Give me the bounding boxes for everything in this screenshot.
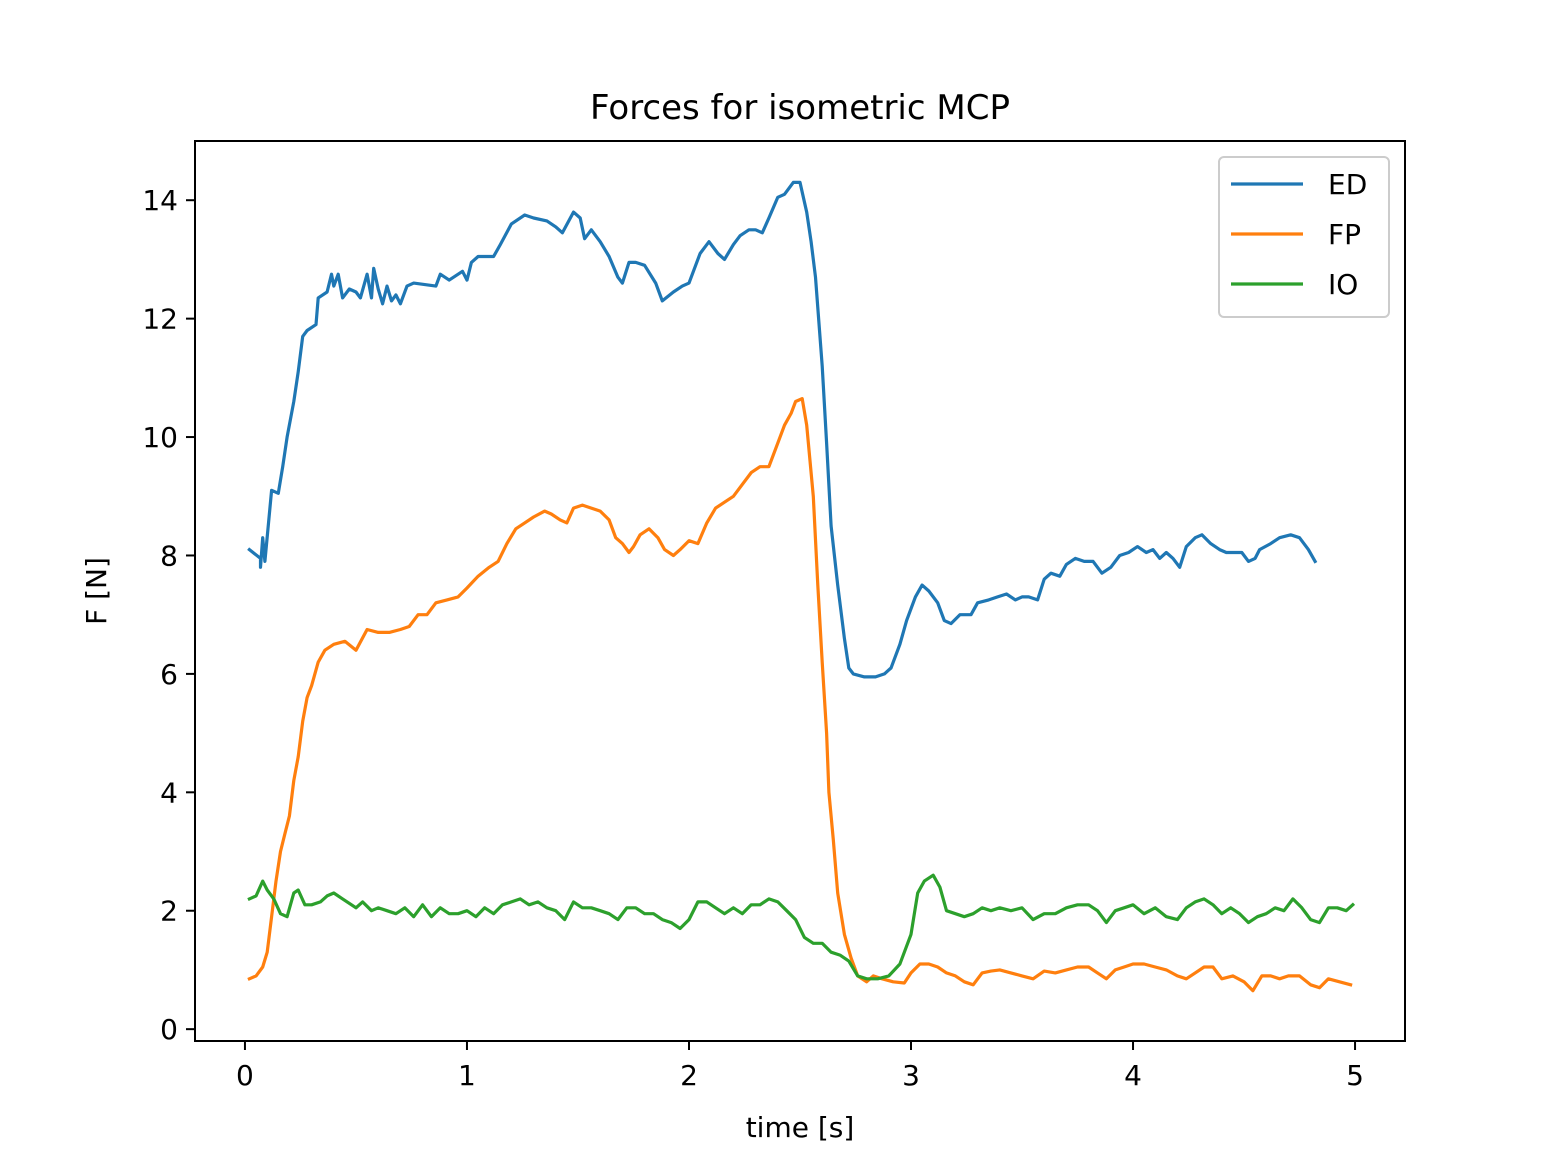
x-tick-label: 0 bbox=[236, 1059, 254, 1092]
y-tick-label: 12 bbox=[142, 303, 178, 336]
plot-lines bbox=[247, 180, 1356, 993]
x-tick-label: 2 bbox=[680, 1059, 698, 1092]
series-line-io bbox=[247, 873, 1356, 981]
x-tick-label: 1 bbox=[458, 1059, 476, 1092]
y-tick-label: 2 bbox=[160, 895, 178, 928]
y-tick-label: 14 bbox=[142, 184, 178, 217]
y-axis-label: F [N] bbox=[80, 557, 113, 625]
x-tick-label: 3 bbox=[902, 1059, 920, 1092]
legend-label-io: IO bbox=[1328, 268, 1358, 301]
legend: ED FP IO bbox=[1218, 156, 1390, 318]
y-tick-label: 0 bbox=[160, 1013, 178, 1046]
chart-title: Forces for isometric MCP bbox=[590, 88, 1010, 128]
y-axis: 0 2 4 6 8 10 12 14 bbox=[142, 184, 195, 1046]
x-axis-label: time [s] bbox=[746, 1111, 855, 1144]
series-line-ed bbox=[247, 180, 1318, 679]
series-line-fp bbox=[247, 397, 1353, 993]
x-axis: 0 1 2 3 4 5 bbox=[236, 1041, 1364, 1092]
plot-frame bbox=[194, 140, 1406, 1042]
y-tick-label: 6 bbox=[160, 658, 178, 691]
legend-label-ed: ED bbox=[1328, 168, 1367, 201]
y-tick-label: 8 bbox=[160, 539, 178, 572]
legend-box bbox=[1218, 156, 1390, 318]
x-tick-label: 4 bbox=[1124, 1059, 1142, 1092]
y-tick-label: 10 bbox=[142, 421, 178, 454]
y-tick-label: 4 bbox=[160, 776, 178, 809]
x-tick-label: 5 bbox=[1346, 1059, 1364, 1092]
legend-label-fp: FP bbox=[1328, 218, 1361, 251]
